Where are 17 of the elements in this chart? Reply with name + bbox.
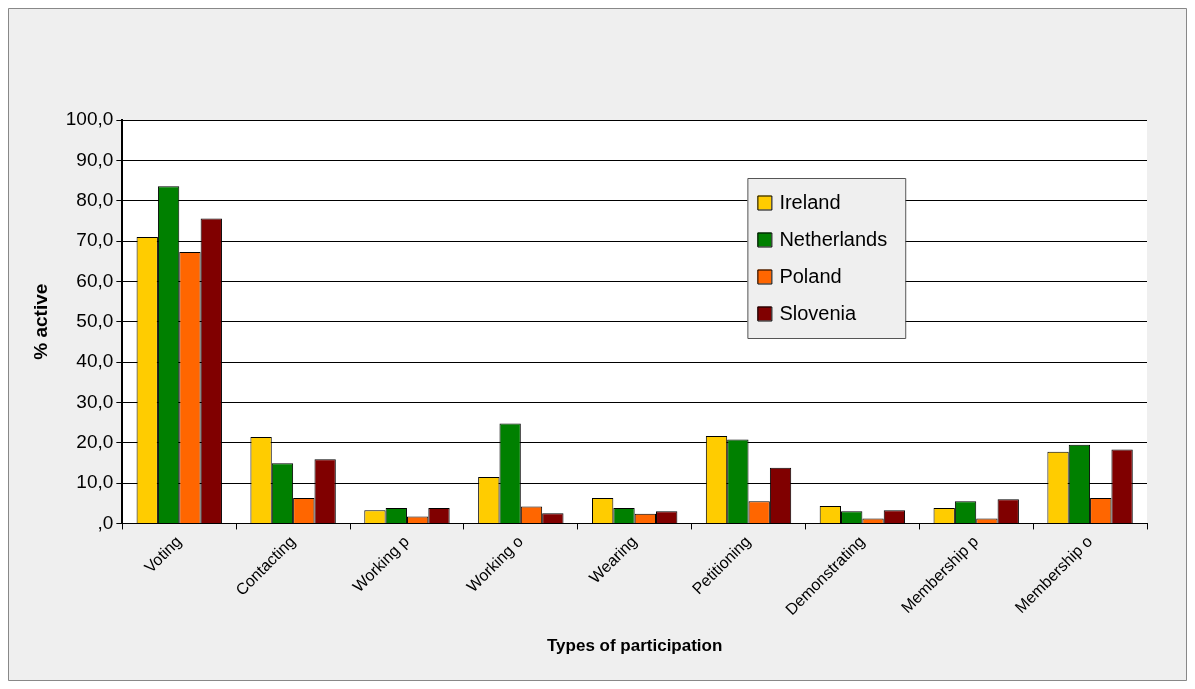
y-tick-label: 70,0	[76, 229, 114, 251]
y-tick-label: 10,0	[76, 471, 114, 493]
y-tick-label: 100,0	[65, 108, 114, 130]
legend-label: Netherlands	[779, 228, 888, 251]
y-axis-title: % active	[29, 283, 51, 360]
y-tick-label: 60,0	[76, 269, 114, 291]
x-axis-title: Types of participation	[546, 636, 723, 656]
y-tick-label: 90,0	[76, 148, 114, 170]
y-tick-label: 50,0	[76, 309, 114, 331]
y-tick-label: ,0	[97, 511, 114, 533]
y-tick-label: 20,0	[76, 431, 114, 452]
y-tick-label: 40,0	[76, 350, 114, 372]
y-tick-label: 30,0	[76, 390, 114, 412]
legend-label: Poland	[779, 265, 842, 288]
legend-label: Slovenia	[779, 302, 857, 325]
legend-label: Ireland	[779, 191, 841, 214]
y-tick-label: 80,0	[76, 188, 114, 210]
